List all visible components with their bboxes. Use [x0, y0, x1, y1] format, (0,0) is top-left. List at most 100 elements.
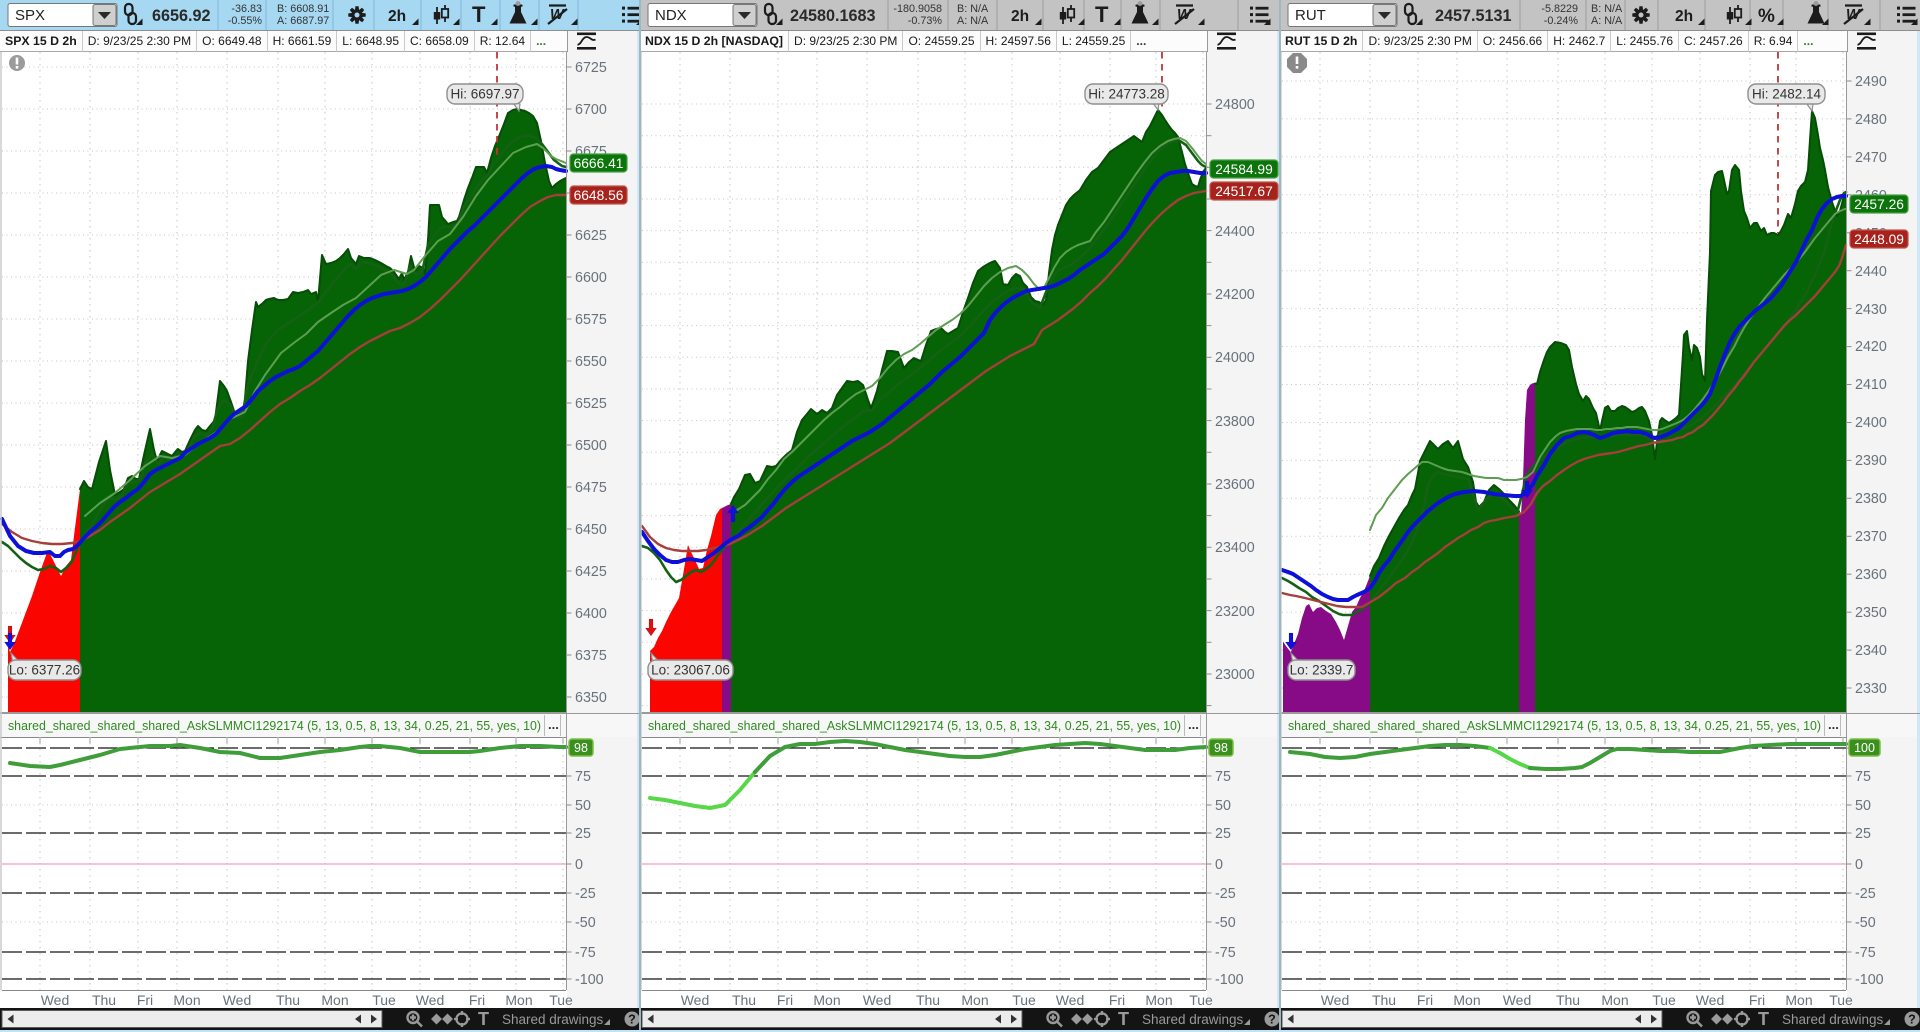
svg-text:?: ? — [628, 1013, 636, 1027]
svg-text:2370: 2370 — [1855, 529, 1887, 545]
svg-text:Mon: Mon — [813, 992, 840, 1008]
svg-text:Wed: Wed — [41, 992, 70, 1008]
svg-text:-0.73%: -0.73% — [908, 15, 943, 27]
svg-text:6525: 6525 — [575, 396, 607, 412]
svg-text:T: T — [478, 1009, 489, 1029]
svg-text:2380: 2380 — [1855, 491, 1887, 507]
svg-text:24000: 24000 — [1215, 350, 1255, 366]
svg-text:B: 6608.91: B: 6608.91 — [277, 3, 329, 15]
svg-text:Lo: 6377.26: Lo: 6377.26 — [9, 663, 80, 678]
svg-text:Thu: Thu — [732, 992, 756, 1008]
svg-text:A: N/A: A: N/A — [957, 15, 989, 27]
svg-text:98: 98 — [574, 741, 588, 755]
svg-text:6700: 6700 — [575, 102, 607, 118]
svg-text:Wed: Wed — [1321, 992, 1350, 1008]
svg-text:Wed: Wed — [416, 992, 445, 1008]
svg-text:?: ? — [1268, 1013, 1276, 1027]
svg-text:6725: 6725 — [575, 60, 607, 76]
svg-text:0: 0 — [1215, 857, 1223, 873]
svg-text:shared_shared_shared_shared_As: shared_shared_shared_shared_AskSLMMCI129… — [8, 718, 541, 733]
svg-text:Fri: Fri — [1109, 992, 1125, 1008]
svg-text:100: 100 — [1854, 741, 1875, 755]
svg-text:Shared drawings: Shared drawings — [1782, 1012, 1884, 1027]
svg-text:24800: 24800 — [1215, 97, 1255, 113]
svg-text:Wed: Wed — [863, 992, 892, 1008]
svg-text:-50: -50 — [1855, 915, 1876, 931]
svg-text:Hi: 2482.14: Hi: 2482.14 — [1752, 87, 1822, 102]
svg-text:2440: 2440 — [1855, 264, 1887, 280]
svg-text:-25: -25 — [1215, 886, 1236, 902]
svg-text:23800: 23800 — [1215, 414, 1255, 430]
svg-text:6656.92: 6656.92 — [152, 7, 211, 25]
svg-text:...: ... — [548, 717, 559, 732]
svg-text:2400: 2400 — [1855, 415, 1887, 431]
svg-text:Tue: Tue — [1829, 992, 1853, 1008]
svg-text:2390: 2390 — [1855, 453, 1887, 469]
svg-text:-25: -25 — [575, 886, 596, 902]
svg-text:Mon: Mon — [1453, 992, 1480, 1008]
svg-text:6475: 6475 — [575, 480, 607, 496]
svg-text:6500: 6500 — [575, 438, 607, 454]
svg-text:6375: 6375 — [575, 648, 607, 664]
svg-text:Tue: Tue — [549, 992, 573, 1008]
svg-text:B: N/A: B: N/A — [957, 3, 989, 15]
svg-text:Mon: Mon — [173, 992, 200, 1008]
svg-text:-0.24%: -0.24% — [1544, 15, 1579, 27]
svg-text:-100: -100 — [575, 972, 604, 988]
svg-text:T: T — [1758, 1009, 1769, 1029]
svg-text:Thu: Thu — [276, 992, 300, 1008]
svg-text:98: 98 — [1214, 741, 1228, 755]
svg-text:Thu: Thu — [92, 992, 116, 1008]
svg-text:Mon: Mon — [961, 992, 988, 1008]
svg-text:2360: 2360 — [1855, 567, 1887, 583]
svg-text:2430: 2430 — [1855, 302, 1887, 318]
svg-text:-50: -50 — [1215, 915, 1236, 931]
svg-text:Mon: Mon — [1601, 992, 1628, 1008]
svg-text:2h: 2h — [1011, 8, 1029, 25]
svg-text:Mon: Mon — [1785, 992, 1812, 1008]
svg-text:25: 25 — [1855, 826, 1871, 842]
svg-text:2490: 2490 — [1855, 74, 1887, 90]
svg-text:%: % — [1758, 6, 1775, 27]
svg-text:6425: 6425 — [575, 564, 607, 580]
svg-text:-100: -100 — [1855, 972, 1884, 988]
svg-text:6575: 6575 — [575, 312, 607, 328]
svg-text:2470: 2470 — [1855, 150, 1887, 166]
svg-text:6600: 6600 — [575, 270, 607, 286]
svg-text:2420: 2420 — [1855, 339, 1887, 355]
svg-text:Tue: Tue — [372, 992, 396, 1008]
svg-text:50: 50 — [575, 798, 591, 814]
svg-text:SPX: SPX — [15, 7, 45, 24]
svg-text:Hi: 6697.97: Hi: 6697.97 — [450, 87, 519, 102]
svg-text:Wed: Wed — [223, 992, 252, 1008]
svg-text:-0.55%: -0.55% — [228, 15, 263, 27]
svg-text:Wed: Wed — [1056, 992, 1085, 1008]
svg-text:...: ... — [1188, 717, 1199, 732]
svg-text:2410: 2410 — [1855, 377, 1887, 393]
svg-text:6350: 6350 — [575, 690, 607, 706]
svg-text:2448.09: 2448.09 — [1854, 232, 1904, 247]
svg-text:23400: 23400 — [1215, 540, 1255, 556]
svg-text:25: 25 — [575, 826, 591, 842]
svg-text:24517.67: 24517.67 — [1215, 184, 1273, 199]
svg-text:Lo: 2339.7: Lo: 2339.7 — [1290, 663, 1354, 678]
svg-text:24200: 24200 — [1215, 287, 1255, 303]
svg-text:Shared drawings: Shared drawings — [502, 1012, 604, 1027]
svg-text:...: ... — [1828, 717, 1839, 732]
svg-text:50: 50 — [1215, 798, 1231, 814]
svg-text:6550: 6550 — [575, 354, 607, 370]
svg-text:Tue: Tue — [1012, 992, 1036, 1008]
svg-text:B: N/A: B: N/A — [1591, 3, 1623, 15]
svg-text:6648.56: 6648.56 — [574, 188, 624, 203]
svg-text:Thu: Thu — [1556, 992, 1580, 1008]
svg-text:Tue: Tue — [1189, 992, 1213, 1008]
svg-text:shared_shared_shared_shared_As: shared_shared_shared_shared_AskSLMMCI129… — [1288, 718, 1821, 733]
svg-text:6450: 6450 — [575, 522, 607, 538]
svg-text:24580.1683: 24580.1683 — [790, 7, 876, 25]
svg-text:NDX: NDX — [655, 7, 687, 24]
svg-text:Fri: Fri — [1749, 992, 1765, 1008]
svg-text:2457.5131: 2457.5131 — [1435, 7, 1512, 25]
svg-text:75: 75 — [1215, 769, 1231, 785]
svg-text:24400: 24400 — [1215, 224, 1255, 240]
svg-text:50: 50 — [1855, 798, 1871, 814]
